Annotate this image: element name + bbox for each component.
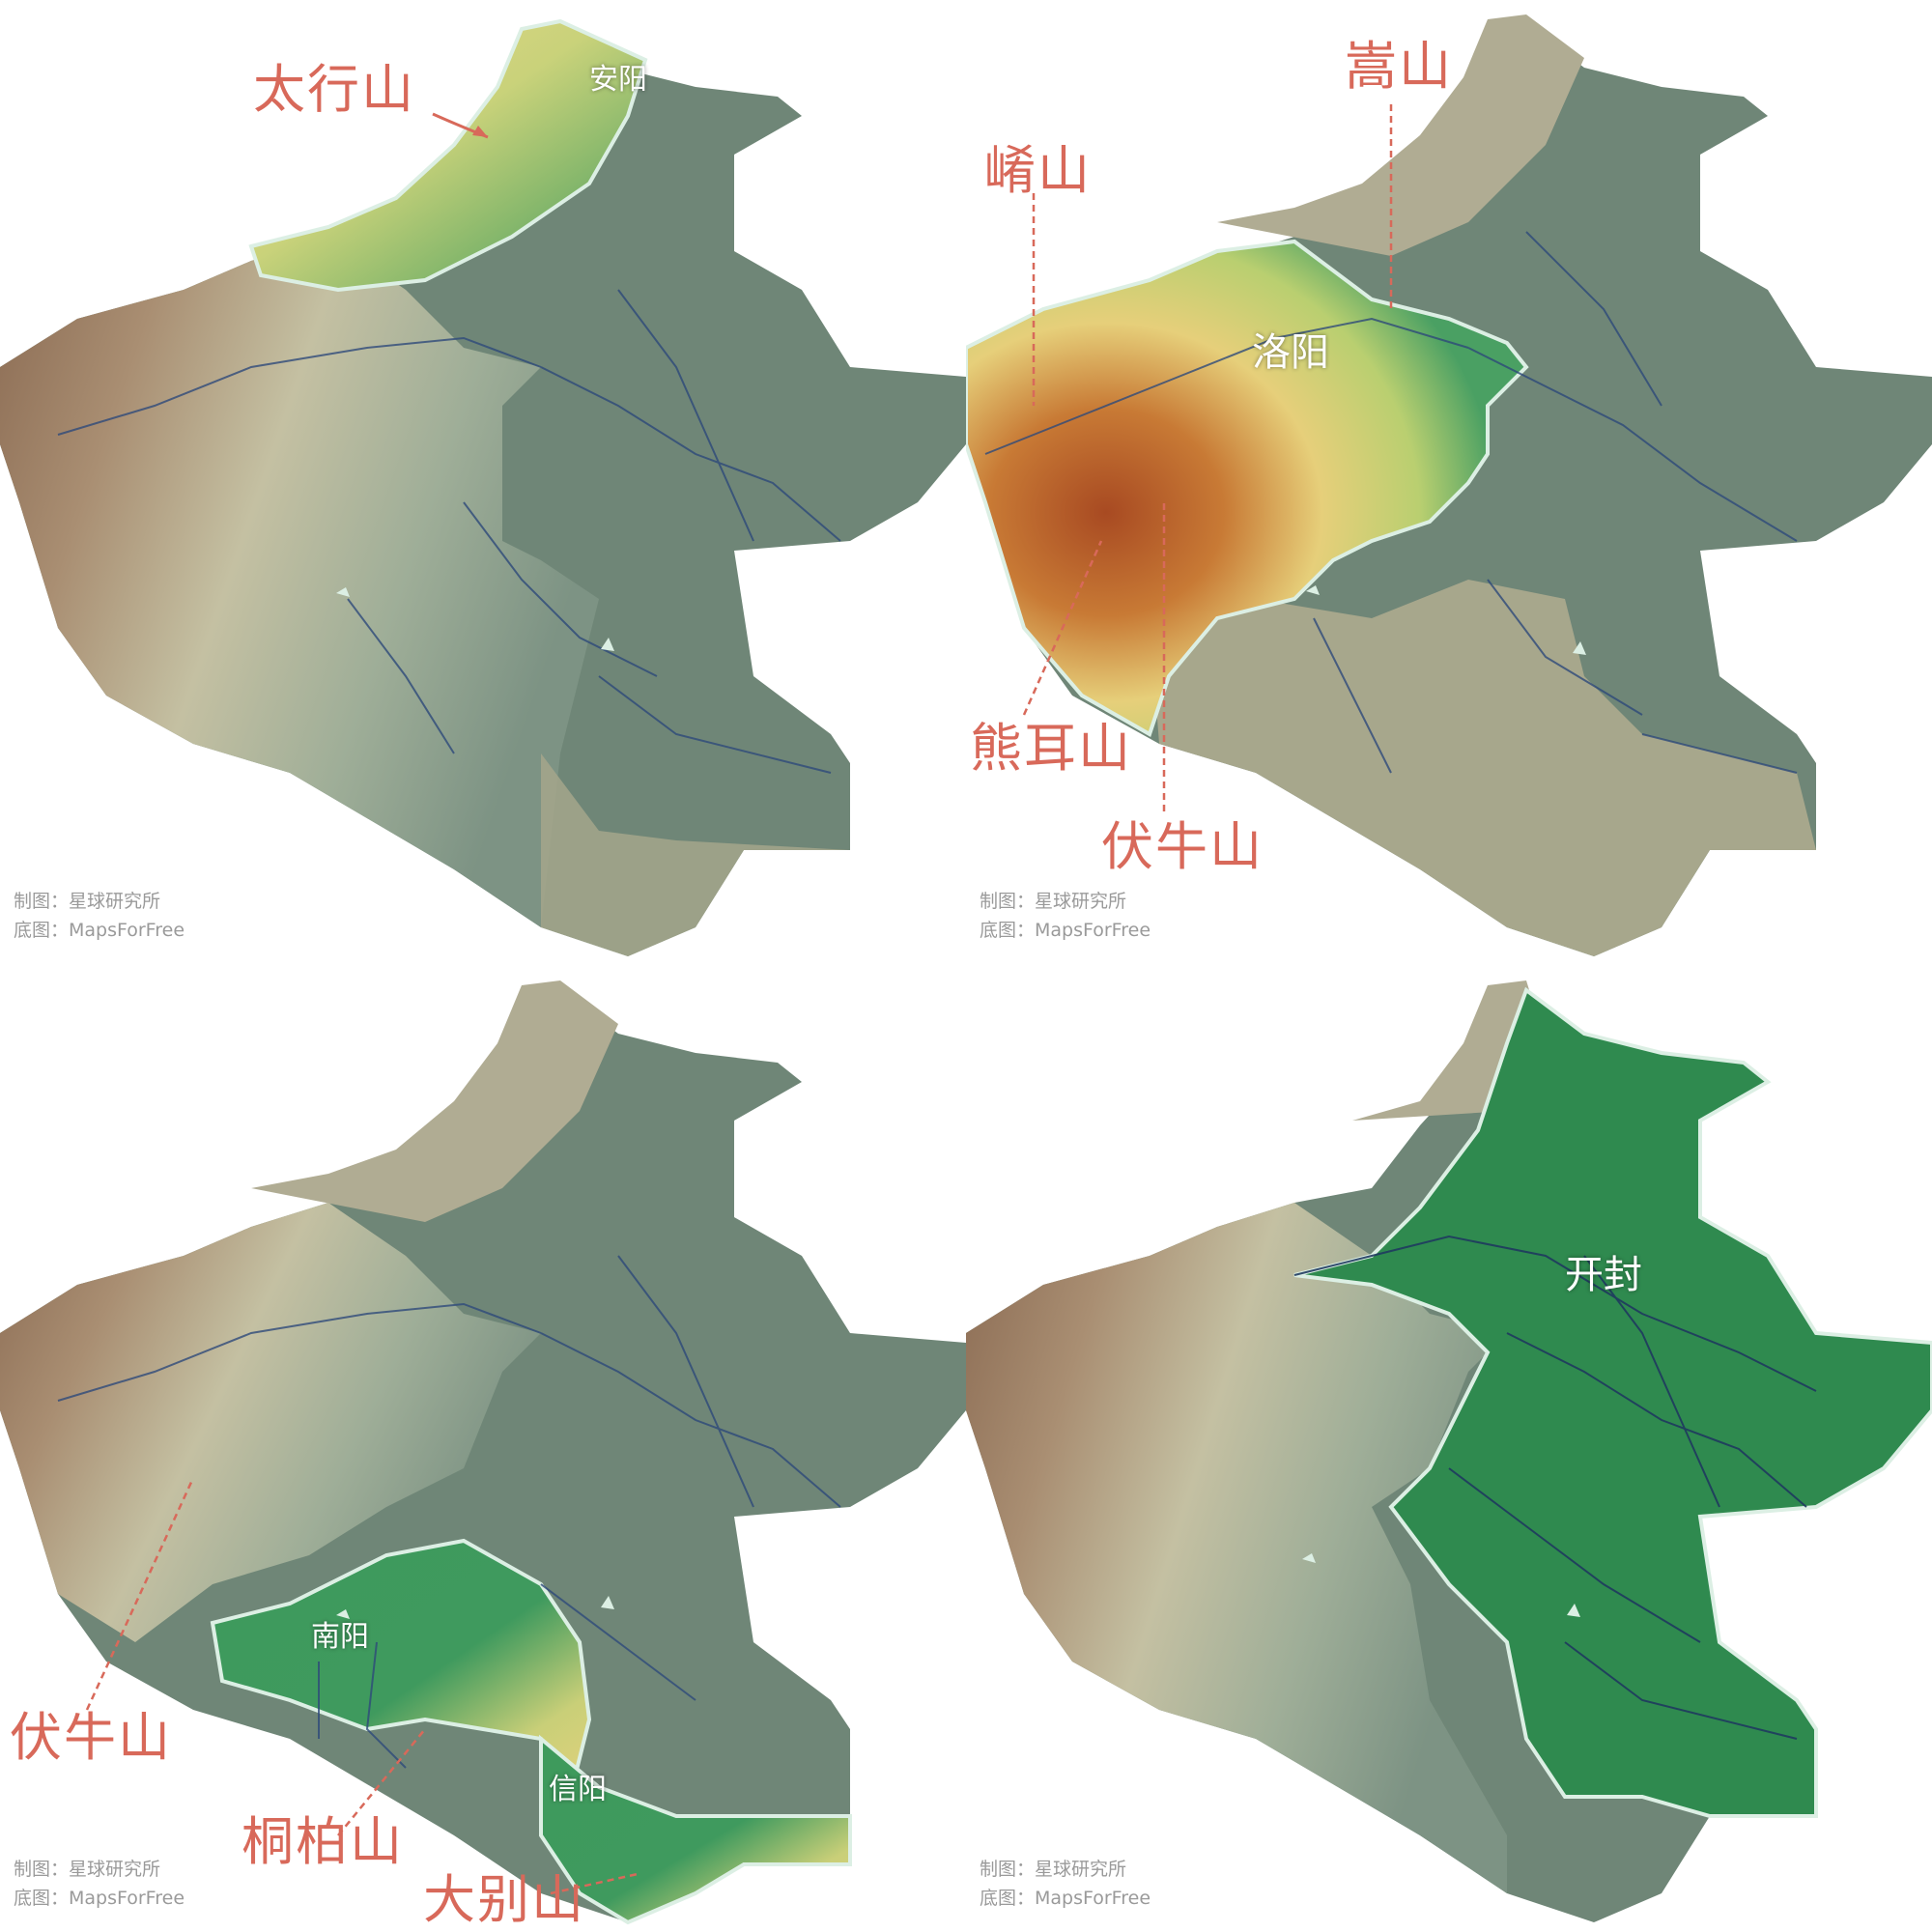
rivers [1293,1235,1817,1740]
credit-line1: 制图：星球研究所 [14,891,161,912]
credit-line1: 制图：星球研究所 [980,1859,1127,1880]
northern-highlands [251,980,618,1222]
lake [1302,1553,1316,1563]
mountain-label: 大别山 [423,1869,585,1930]
rivers [57,1255,841,1769]
callout-lines [85,1477,639,1895]
henan-map [0,18,966,956]
northern-highlands [1217,14,1584,256]
western-highlands [0,1203,541,1642]
kaifeng-highlight [1293,986,1932,1818]
city-label: 信阳 [549,1773,607,1806]
credit-line2: 底图：MapsForFree [980,920,1151,941]
lake [1567,1604,1580,1617]
taihang-highlight [248,18,648,293]
xinyang-highlight [539,1734,852,1925]
mountain-label: 崤山 [983,140,1092,201]
city-label: 南阳 [311,1620,369,1654]
city-label: 洛阳 [1252,330,1329,375]
city-label: 开封 [1565,1253,1642,1297]
henan-map [966,14,1932,956]
lake [336,587,350,597]
mountain-label: 太行山 [253,59,415,120]
map-panel-kaifeng: 开封 制图：星球研究所 底图：MapsForFree [966,966,1932,1932]
map-panel-taihang: 太行山 安阳 制图：星球研究所 底图：MapsForFree [0,0,966,966]
lake [336,1609,350,1619]
lake [601,638,614,651]
rivers [984,231,1798,774]
mountain-label: 桐柏山 [242,1811,404,1872]
lake [601,1596,614,1609]
henan-map [0,980,966,1925]
mountain-label: 嵩山 [1345,36,1453,97]
callout-lines [1022,104,1393,811]
credit-line1: 制图：星球研究所 [980,891,1127,912]
credit-line2: 底图：MapsForFree [14,920,185,941]
mountain-label: 伏牛山 [1101,816,1264,877]
map-panel-nanyang: 伏牛山 桐柏山 大别山 南阳 信阳 制图：星球研究所 底图：MapsForFre… [0,966,966,1932]
city-label: 安阳 [589,63,647,97]
map-panel-luoyang: 嵩山 崤山 熊耳山 伏牛山 洛阳 制图：星球研究所 底图：MapsForFree [966,0,1932,966]
credit-line2: 底图：MapsForFree [980,1888,1151,1909]
luoyang-highlight [966,239,1529,737]
western-highlands [966,1203,1507,1893]
credit-line1: 制图：星球研究所 [14,1859,161,1880]
credit-line2: 底图：MapsForFree [14,1888,185,1909]
henan-map [966,980,1932,1922]
rivers [57,289,841,774]
lake [1573,641,1586,655]
mountain-label: 伏牛山 [10,1707,172,1768]
lake [1306,585,1320,595]
mountain-label: 熊耳山 [970,718,1132,779]
southern-highlands [541,753,850,956]
western-highlands [0,237,599,927]
province-base [0,990,966,1922]
southern-highlands [1150,580,1816,956]
